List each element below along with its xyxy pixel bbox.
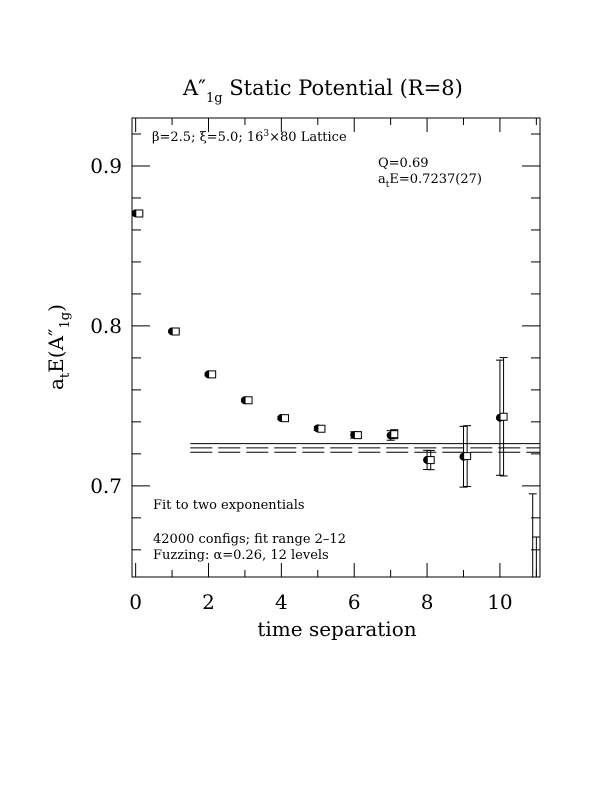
data-point-square: [208, 370, 217, 379]
x-tick-label: 0: [129, 590, 142, 614]
x-axis-title: time separation: [257, 617, 416, 641]
chart-title-main: A″: [182, 76, 206, 100]
fuzzing-annotation: Fuzzing: α=0.26, 12 levels: [153, 548, 329, 563]
lattice-annotation: β=2.5; ξ=5.0; 163×80 Lattice: [152, 129, 347, 145]
data-point-square: [317, 424, 326, 433]
q-annotation: Q=0.69: [378, 156, 429, 171]
y-tick-label: 0.7: [90, 474, 122, 498]
y-axis-title-mid: E(A″: [44, 329, 68, 373]
y-axis-title-close: ): [44, 304, 68, 312]
x-tick-label: 2: [202, 590, 215, 614]
lattice-annotation-exponent: 3: [263, 129, 269, 139]
y-axis-title-a: a: [44, 378, 68, 390]
data-point-square: [426, 456, 435, 465]
data-point-square: [390, 430, 399, 439]
energy-annotation-sub: t: [386, 180, 390, 190]
x-tick-label: 8: [421, 590, 434, 614]
y-axis-title-sub-1g: 1g: [58, 312, 73, 329]
energy-annotation-rest: E=0.7237(27): [389, 172, 482, 187]
y-tick-label: 0.9: [90, 154, 122, 178]
plot-frame: [131, 117, 541, 578]
x-tick-label: 4: [275, 590, 288, 614]
x-tick-label: 10: [487, 590, 512, 614]
chart-title: A″1g Static Potential (R=8): [182, 76, 463, 106]
data-point-square: [135, 209, 144, 218]
lattice-annotation-main: β=2.5; ξ=5.0; 16: [152, 130, 263, 145]
axis-ticks: 0 2 4 6 8 10 0.7 0.8 0.9: [90, 118, 540, 614]
energy-annotation: atE=0.7237(27): [378, 172, 482, 190]
data-point-square: [281, 414, 289, 423]
y-axis-title: atE(A″1g): [44, 304, 73, 390]
energy-annotation-a: a: [378, 172, 386, 187]
chart-title-rest: Static Potential (R=8): [223, 76, 463, 100]
chart-title-subscript: 1g: [206, 91, 223, 106]
data-point-square: [244, 396, 253, 405]
data-point-square: [171, 327, 180, 336]
lattice-annotation-rest: ×80 Lattice: [269, 130, 347, 145]
y-tick-label: 0.8: [90, 314, 122, 338]
x-tick-label: 6: [348, 590, 361, 614]
fit-band: [190, 443, 540, 453]
configs-annotation: 42000 configs; fit range 2–12: [153, 532, 346, 547]
data-points: [131, 209, 541, 577]
fit-type-annotation: Fit to two exponentials: [153, 498, 305, 513]
data-point-square: [353, 431, 362, 440]
y-axis-title-sub-t: t: [58, 372, 73, 378]
data-point-square: [499, 412, 508, 421]
data-point-square: [463, 452, 472, 461]
